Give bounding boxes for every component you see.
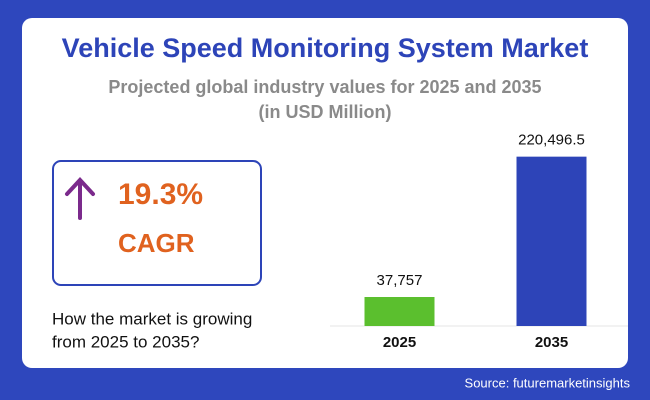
cagr-label: CAGR <box>118 228 195 258</box>
subtitle: Projected global industry values for 202… <box>108 77 541 97</box>
cagr-value: 19.3% <box>118 178 203 211</box>
x-tick-label: 2025 <box>383 334 416 351</box>
subtitle: (in USD Million) <box>259 102 392 122</box>
value-label: 220,496.5 <box>518 132 585 149</box>
chart-title: Vehicle Speed Monitoring System Market <box>62 33 589 63</box>
x-tick-label: 2035 <box>535 334 568 351</box>
question: from 2025 to 2035? <box>52 332 199 351</box>
bar <box>364 297 435 326</box>
cagr-box <box>52 160 262 286</box>
up-arrow <box>65 177 95 220</box>
question: How the market is growing <box>52 309 252 328</box>
source: Source: futuremarketinsights <box>465 375 631 390</box>
value-label: 37,757 <box>377 272 423 289</box>
bar <box>516 156 587 326</box>
